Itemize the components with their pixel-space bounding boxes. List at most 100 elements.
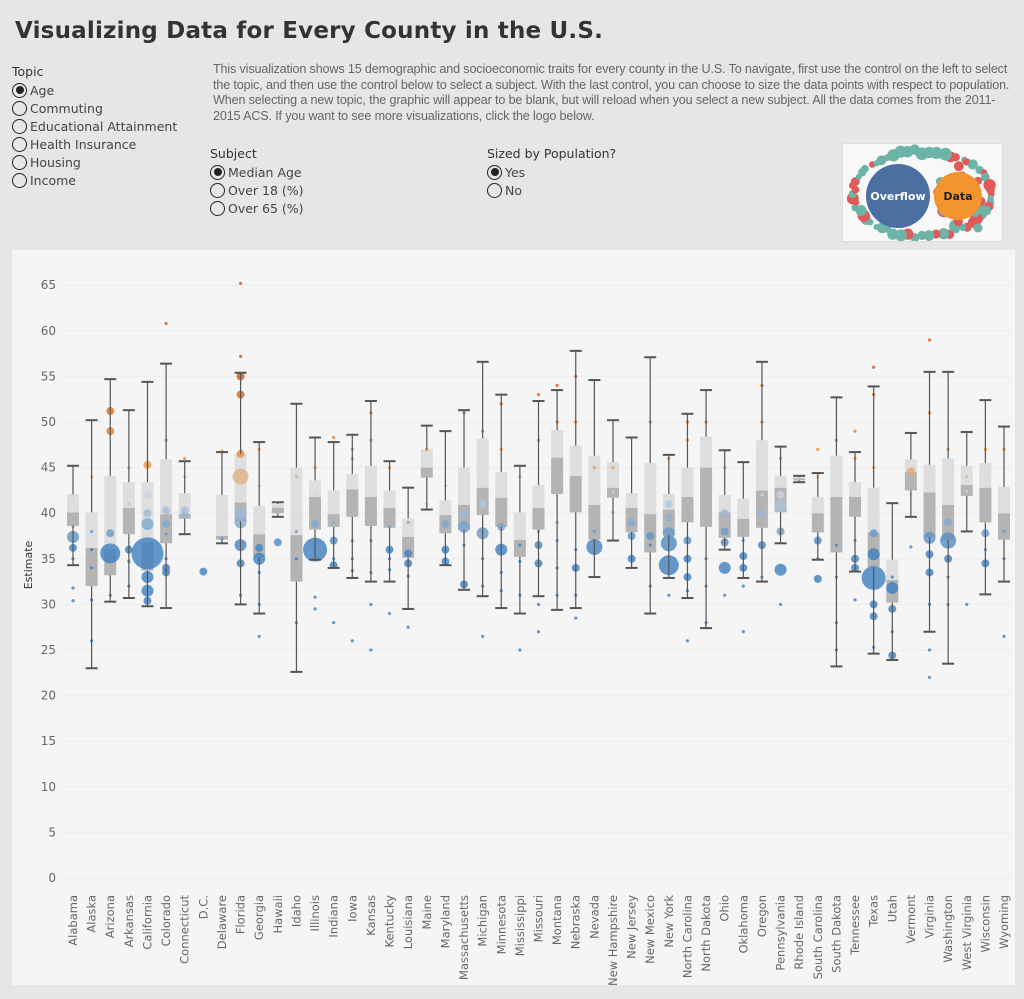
box-upper <box>569 445 582 476</box>
topic-option-age[interactable]: Age <box>12 81 54 99</box>
x-tick-label: Nevada <box>587 895 601 939</box>
radio-button-icon[interactable] <box>487 182 502 198</box>
data-point <box>232 468 249 485</box>
topic-option-educational-attainment[interactable]: Educational Attainment <box>12 117 177 135</box>
x-tick-label: Utah <box>885 895 899 922</box>
y-tick-label: 45 <box>41 461 56 475</box>
state-group-south-dakota <box>830 396 843 668</box>
data-point <box>927 675 932 679</box>
radio-button-icon[interactable] <box>12 82 27 98</box>
logo-text: Data <box>943 190 972 203</box>
topic-option-income[interactable]: Income <box>12 171 76 189</box>
box-lower <box>271 507 284 514</box>
logo-bubble <box>860 164 869 173</box>
topic-option-commuting[interactable]: Commuting <box>12 99 103 117</box>
box-upper <box>271 504 284 508</box>
data-point <box>90 529 94 534</box>
state-group-south-carolina <box>811 447 824 583</box>
state-group-new-jersey <box>625 436 638 569</box>
state-group-delaware <box>215 449 228 545</box>
data-point <box>776 490 785 499</box>
subject-option-median-age[interactable]: Median Age <box>210 163 302 181</box>
x-tick-label: South Carolina <box>811 895 825 979</box>
data-point <box>1002 634 1006 638</box>
subject-option-over-65[interactable]: Over 65 (%) <box>210 199 304 217</box>
radio-button-icon[interactable] <box>12 100 27 116</box>
logo-text: Overflow <box>870 190 925 203</box>
data-point <box>141 518 154 531</box>
box-upper <box>606 462 619 488</box>
x-tick-label: Ohio <box>718 895 732 922</box>
box-upper <box>439 500 452 516</box>
data-point <box>909 545 913 549</box>
data-point <box>162 520 171 529</box>
radio-button-icon[interactable] <box>210 200 225 216</box>
radio-button-icon[interactable] <box>487 164 502 180</box>
data-point <box>927 648 932 652</box>
box-upper <box>755 440 768 491</box>
state-group-connecticut <box>178 456 191 536</box>
x-tick-label: New Jersey <box>625 895 639 959</box>
data-point <box>71 599 75 603</box>
state-group-washington <box>940 370 957 665</box>
x-tick-label: West Virginia <box>960 895 974 970</box>
x-tick-label: Minnesota <box>494 895 508 954</box>
x-tick-label: Oklahoma <box>736 895 750 954</box>
radio-button-icon[interactable] <box>12 136 27 152</box>
data-point <box>813 574 822 583</box>
data-point <box>983 511 987 515</box>
logo-bubble <box>967 159 978 170</box>
x-tick-label: Virginia <box>923 895 937 938</box>
data-point <box>387 611 392 616</box>
data-point <box>869 529 878 538</box>
box-upper <box>625 493 638 508</box>
radio-button-icon[interactable] <box>210 164 225 180</box>
state-group-nebraska <box>569 349 582 620</box>
x-tick-label: Illinois <box>308 895 322 932</box>
data-point <box>664 513 673 522</box>
data-point <box>234 507 247 520</box>
state-group-mississippi <box>513 464 526 652</box>
data-point <box>478 500 487 509</box>
data-point <box>183 456 187 461</box>
box-upper <box>718 494 731 513</box>
data-point <box>162 506 171 515</box>
radio-button-icon[interactable] <box>12 154 27 170</box>
radio-label: No <box>505 182 522 198</box>
radio-label: Health Insurance <box>30 136 137 152</box>
radio-button-icon[interactable] <box>210 182 225 198</box>
state-group-minnesota <box>495 393 508 610</box>
x-tick-label: Louisiana <box>401 895 415 949</box>
box-upper <box>737 498 750 519</box>
data-point <box>965 475 969 479</box>
data-point <box>778 602 783 606</box>
data-point <box>458 520 471 533</box>
x-tick-label: Massachusetts <box>457 895 471 980</box>
sized-option-no[interactable]: No <box>487 181 522 199</box>
topic-option-health-insurance[interactable]: Health Insurance <box>12 135 136 153</box>
radio-label: Income <box>30 172 76 188</box>
x-tick-label: Delaware <box>215 895 229 949</box>
topic-option-housing[interactable]: Housing <box>12 153 81 171</box>
state-group-arkansas <box>122 409 135 600</box>
data-point <box>723 593 727 597</box>
sized-by-population-label: Sized by Population? <box>487 146 617 161</box>
subject-option-over-18[interactable]: Over 18 (%) <box>210 181 304 199</box>
x-tick-label: Maine <box>420 895 434 930</box>
data-point <box>890 575 894 579</box>
data-point <box>332 621 336 625</box>
y-tick-label: 20 <box>41 689 56 703</box>
x-tick-label: South Dakota <box>829 895 843 973</box>
data-point <box>536 630 541 634</box>
data-point <box>406 625 410 629</box>
overflow-data-logo[interactable]: Overflow Data <box>842 143 1003 243</box>
box-lower <box>495 497 508 527</box>
data-point <box>143 509 152 518</box>
y-tick-label: 35 <box>41 552 56 566</box>
state-group-new-york <box>658 453 679 597</box>
radio-button-icon[interactable] <box>12 172 27 188</box>
radio-button-icon[interactable] <box>12 118 27 134</box>
topic-label: Topic <box>12 64 44 79</box>
sized-option-yes[interactable]: Yes <box>487 163 525 181</box>
x-tick-label: Arkansas <box>122 895 136 947</box>
